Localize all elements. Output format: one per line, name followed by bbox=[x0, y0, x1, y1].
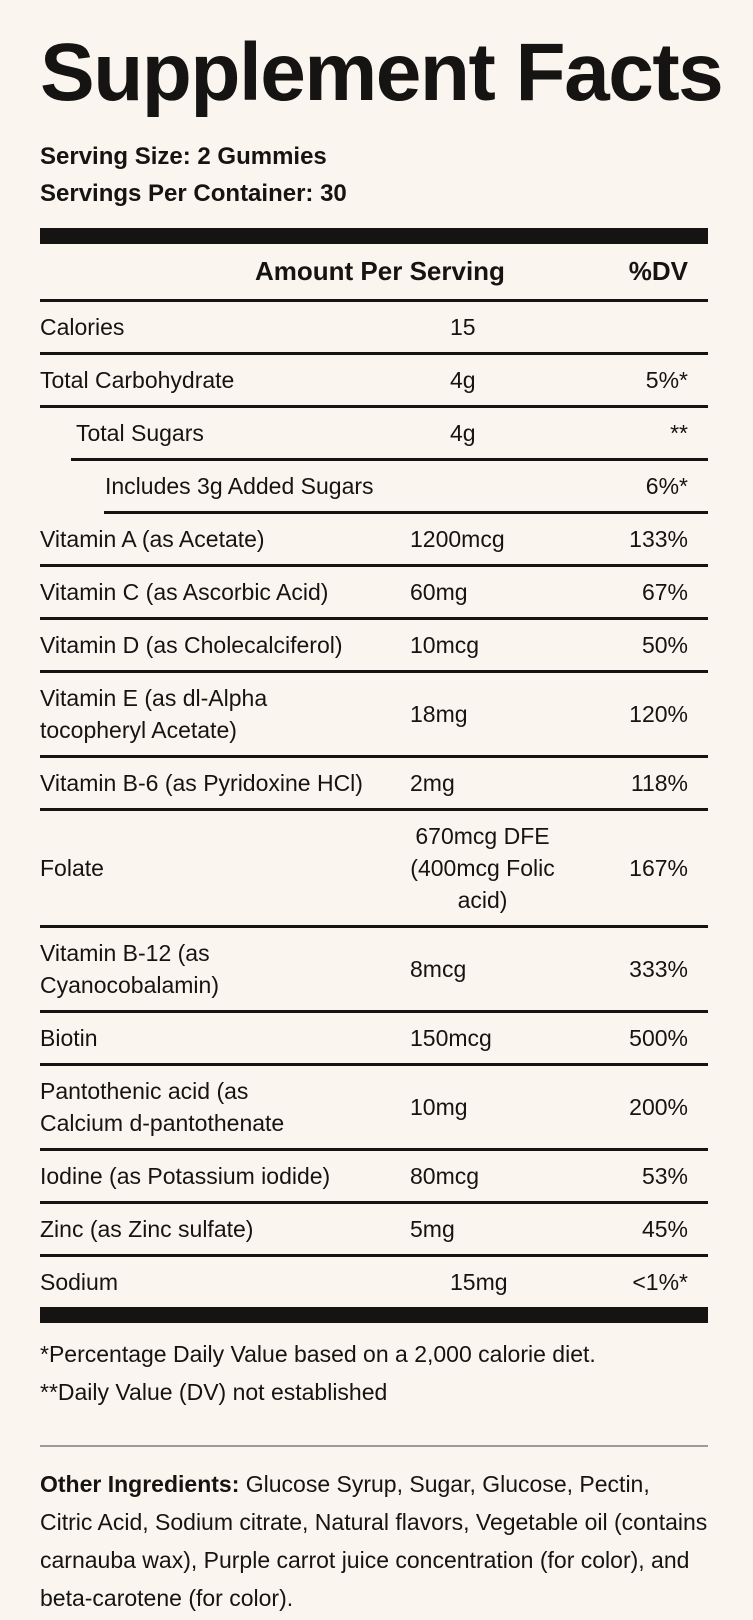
row-divider bbox=[40, 1009, 708, 1013]
nutrient-amount: 150mcg bbox=[410, 1024, 492, 1051]
thick-divider-bottom bbox=[40, 1306, 708, 1323]
row-divider bbox=[40, 924, 708, 928]
table-row: Vitamin C (as Ascorbic Acid) 60mg 67% bbox=[40, 567, 708, 617]
row-divider bbox=[104, 510, 708, 514]
footnote-dv-not-established: **Daily Value (DV) not established bbox=[40, 1378, 388, 1405]
nutrient-name: Includes 3g Added Sugars bbox=[105, 472, 374, 499]
nutrient-amount: 1200mcg bbox=[410, 525, 505, 552]
row-divider bbox=[40, 1200, 708, 1204]
amount-per-serving-header: Amount Per Serving bbox=[255, 255, 505, 286]
nutrient-dv: 50% bbox=[641, 631, 688, 658]
gray-divider bbox=[40, 1444, 708, 1447]
nutrient-dv: 167% bbox=[629, 854, 688, 881]
nutrient-name: Calories bbox=[40, 313, 125, 340]
thick-divider-top bbox=[40, 227, 708, 244]
row-divider bbox=[40, 754, 708, 758]
nutrient-amount: 4g bbox=[450, 419, 476, 446]
table-row: Includes 3g Added Sugars 6%* bbox=[40, 461, 708, 511]
nutrient-name: Vitamin D (as Cholecalciferol) bbox=[40, 631, 343, 658]
row-divider bbox=[40, 351, 708, 355]
nutrient-name: Vitamin E (as dl-Alpha tocopheryl Acetat… bbox=[40, 684, 268, 743]
nutrient-amount: 10mg bbox=[410, 1093, 468, 1120]
table-row: Vitamin D (as Cholecalciferol) 10mcg 50% bbox=[40, 620, 708, 670]
table-row: Sodium 15mg <1%* bbox=[40, 1257, 708, 1307]
nutrient-amount: 4g bbox=[450, 366, 476, 393]
serving-info: Serving Size: 2 Gummies Servings Per Con… bbox=[40, 138, 708, 212]
nutrient-amount: 15 bbox=[450, 313, 476, 340]
nutrient-dv: <1%* bbox=[632, 1268, 688, 1295]
nutrient-rows: Calories 15 Total Carbohydrate 4g 5%* Total S… bbox=[40, 302, 708, 1307]
nutrient-amount: 60mg bbox=[410, 578, 468, 605]
nutrient-name: Total Sugars bbox=[76, 419, 204, 446]
row-divider bbox=[40, 807, 708, 811]
nutrient-name: Vitamin C (as Ascorbic Acid) bbox=[40, 578, 329, 605]
other-ingredients: Other Ingredients: Glucose Syrup, Sugar,… bbox=[40, 1465, 708, 1617]
other-ingredients-label: Other Ingredients: bbox=[40, 1470, 240, 1497]
table-row: Pantothenic acid (as Calcium d-pantothen… bbox=[40, 1066, 708, 1148]
nutrient-name: Sodium bbox=[40, 1268, 118, 1295]
nutrient-amount: 18mg bbox=[410, 700, 468, 727]
nutrient-dv: 500% bbox=[629, 1024, 688, 1051]
header-divider bbox=[40, 298, 708, 302]
table-row: Vitamin E (as dl-Alpha tocopheryl Acetat… bbox=[40, 673, 708, 755]
row-divider bbox=[40, 1147, 708, 1151]
nutrient-dv: 6%* bbox=[645, 472, 688, 499]
table-row: Vitamin B-12 (as Cyanocobalamin) 8mcg 333% bbox=[40, 928, 708, 1010]
table-row: Folate 670mcg DFE (400mcg Folic acid) 167% bbox=[40, 811, 708, 925]
table-row: Vitamin B-6 (as Pyridoxine HCl) 2mg 118% bbox=[40, 758, 708, 808]
table-row: Total Sugars 4g ** bbox=[40, 408, 708, 458]
row-divider bbox=[40, 1062, 708, 1066]
nutrient-amount: 5mg bbox=[410, 1215, 455, 1242]
nutrient-dv: 133% bbox=[629, 525, 688, 552]
percent-dv-header: %DV bbox=[628, 255, 688, 286]
table-header: Amount Per Serving %DV bbox=[40, 244, 708, 299]
table-row: Total Carbohydrate 4g 5%* bbox=[40, 355, 708, 405]
nutrient-dv: 45% bbox=[641, 1215, 688, 1242]
nutrient-dv: 333% bbox=[629, 955, 688, 982]
page-title: Supplement Facts bbox=[40, 27, 724, 118]
table-row: Zinc (as Zinc sulfate) 5mg 45% bbox=[40, 1204, 708, 1254]
nutrient-name: Total Carbohydrate bbox=[40, 366, 235, 393]
row-divider bbox=[40, 1253, 708, 1257]
nutrient-name: Iodine (as Potassium iodide) bbox=[40, 1162, 331, 1189]
servings-per-container: Servings Per Container: 30 bbox=[40, 179, 347, 207]
nutrient-amount: 80mcg bbox=[410, 1162, 480, 1189]
table-row: Calories 15 bbox=[40, 302, 708, 352]
table-row: Iodine (as Potassium iodide) 80mcg 53% bbox=[40, 1151, 708, 1201]
nutrient-dv: ** bbox=[670, 419, 688, 446]
nutrient-amount: 2mg bbox=[410, 769, 455, 796]
nutrient-dv: 53% bbox=[641, 1162, 688, 1189]
nutrient-dv: 200% bbox=[629, 1093, 688, 1120]
nutrient-name: Vitamin A (as Acetate) bbox=[40, 525, 265, 552]
nutrient-amount: 15mg bbox=[450, 1268, 508, 1295]
row-divider bbox=[40, 669, 708, 673]
nutrient-name: Biotin bbox=[40, 1024, 98, 1051]
row-divider bbox=[40, 563, 708, 567]
nutrient-dv: 5%* bbox=[645, 366, 688, 393]
nutrient-name: Vitamin B-6 (as Pyridoxine HCl) bbox=[40, 769, 363, 796]
row-divider bbox=[40, 404, 708, 408]
nutrient-name: Folate bbox=[40, 854, 104, 881]
footnote-daily-value: *Percentage Daily Value based on a 2,000… bbox=[40, 1340, 596, 1367]
table-row: Biotin 150mcg 500% bbox=[40, 1013, 708, 1063]
footnotes: *Percentage Daily Value based on a 2,000… bbox=[40, 1335, 708, 1411]
nutrient-name: Zinc (as Zinc sulfate) bbox=[40, 1215, 254, 1242]
serving-size: Serving Size: 2 Gummies bbox=[40, 142, 327, 170]
nutrient-name: Pantothenic acid (as Calcium d-pantothen… bbox=[40, 1077, 285, 1136]
nutrient-name: Vitamin B-12 (as Cyanocobalamin) bbox=[40, 939, 219, 998]
nutrient-dv: 120% bbox=[629, 700, 688, 727]
other-ingredients-text: Glucose Syrup, Sugar, Glucose, Pectin, C… bbox=[40, 1470, 708, 1611]
nutrient-amount: 8mcg bbox=[410, 955, 467, 982]
nutrient-amount: 10mcg bbox=[410, 631, 480, 658]
nutrient-dv: 118% bbox=[630, 769, 688, 796]
nutrient-dv: 67% bbox=[641, 578, 688, 605]
table-row: Vitamin A (as Acetate) 1200mcg 133% bbox=[40, 514, 708, 564]
row-divider bbox=[40, 616, 708, 620]
row-divider bbox=[71, 457, 708, 461]
nutrient-amount: 670mcg DFE (400mcg Folic acid) bbox=[410, 822, 555, 913]
